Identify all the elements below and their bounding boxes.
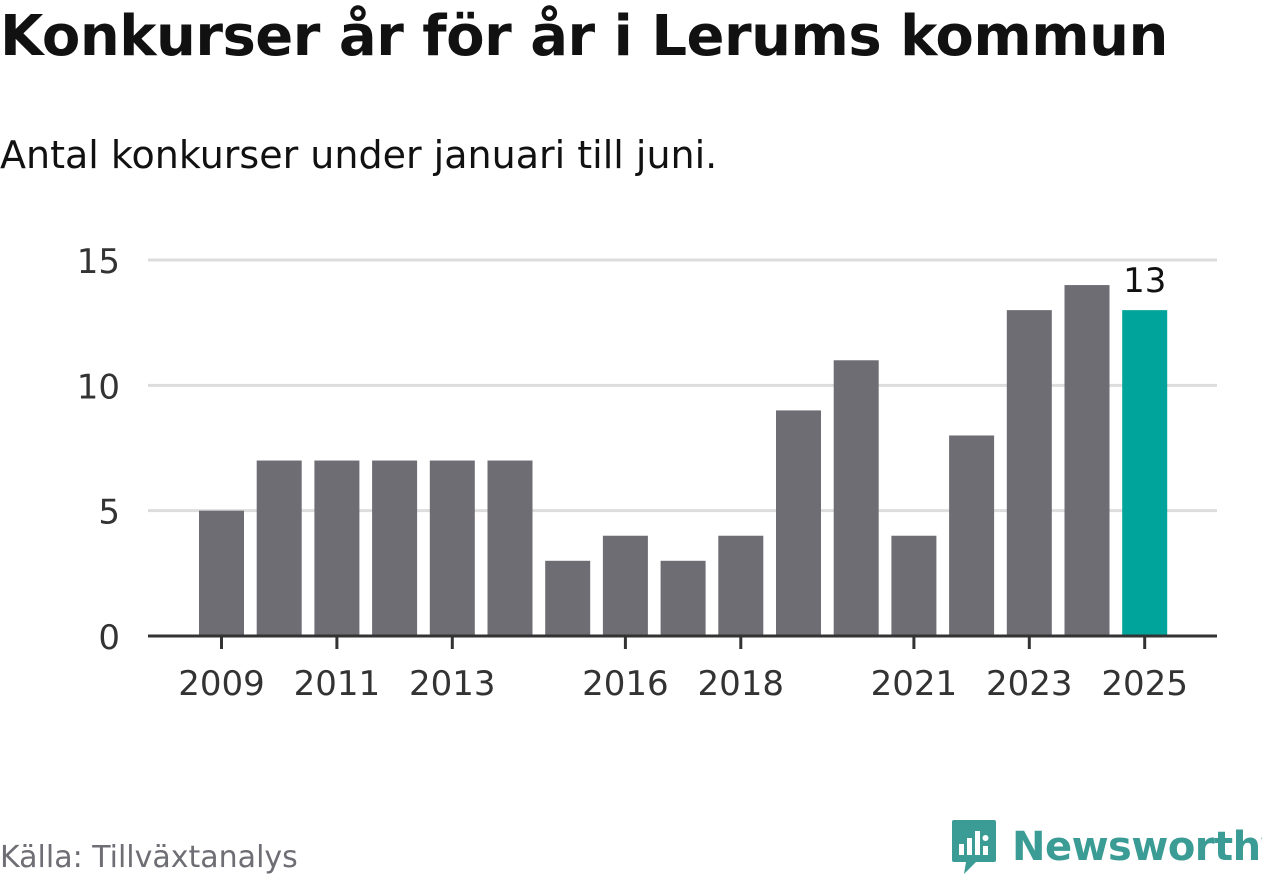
bar-2012 xyxy=(372,460,418,636)
x-tick-label: 2023 xyxy=(986,664,1073,704)
bar-2019 xyxy=(776,410,821,636)
bar-2010 xyxy=(256,460,302,636)
x-tick-label: 2021 xyxy=(871,664,958,704)
chart-subtitle: Antal konkurser under januari till juni. xyxy=(0,133,718,177)
chart-title: Konkurser år för år i Lerums kommun xyxy=(0,4,1168,69)
y-tick-label: 5 xyxy=(98,493,120,533)
x-tick-label: 2025 xyxy=(1101,664,1188,704)
bar-2022 xyxy=(949,435,995,636)
x-tick-label: 2018 xyxy=(698,664,785,704)
bar-2009 xyxy=(199,510,244,636)
bar-2016 xyxy=(602,535,648,636)
data-label-highlight: 13 xyxy=(1123,261,1166,301)
y-tick-label: 0 xyxy=(98,618,120,658)
y-axis-ticks: 0 5 10 15 xyxy=(77,242,120,658)
bar-2013 xyxy=(429,460,475,636)
newsworthy-logo-icon xyxy=(952,820,996,874)
bar-2017 xyxy=(660,560,706,636)
brand-name: Newsworthy xyxy=(1012,824,1262,870)
bar-2021 xyxy=(891,535,937,636)
gridlines xyxy=(148,258,1217,513)
bar-2011 xyxy=(314,460,360,636)
bar-2014 xyxy=(487,460,533,636)
x-axis-ticks: 2009 2011 2013 2016 2018 2021 2023 2025 xyxy=(178,636,1188,704)
bar-2024 xyxy=(1064,285,1110,636)
bar-2025 xyxy=(1122,310,1168,636)
x-tick-label: 2016 xyxy=(582,664,669,704)
y-tick-label: 10 xyxy=(77,367,120,407)
data-labels: 13 xyxy=(1123,261,1166,301)
source-note: Källa: Tillväxtanalys xyxy=(0,840,298,875)
x-tick-label: 2013 xyxy=(409,664,496,704)
bar-2018 xyxy=(718,535,764,636)
bar-2015 xyxy=(545,560,591,636)
bars xyxy=(199,285,1168,636)
bar-2023 xyxy=(1006,310,1052,636)
bar-2020 xyxy=(833,360,879,636)
x-tick-label: 2011 xyxy=(294,664,381,704)
brand-logo: Newsworthy xyxy=(950,818,1262,876)
y-tick-label: 15 xyxy=(77,242,120,282)
x-tick-label: 2009 xyxy=(178,664,265,704)
